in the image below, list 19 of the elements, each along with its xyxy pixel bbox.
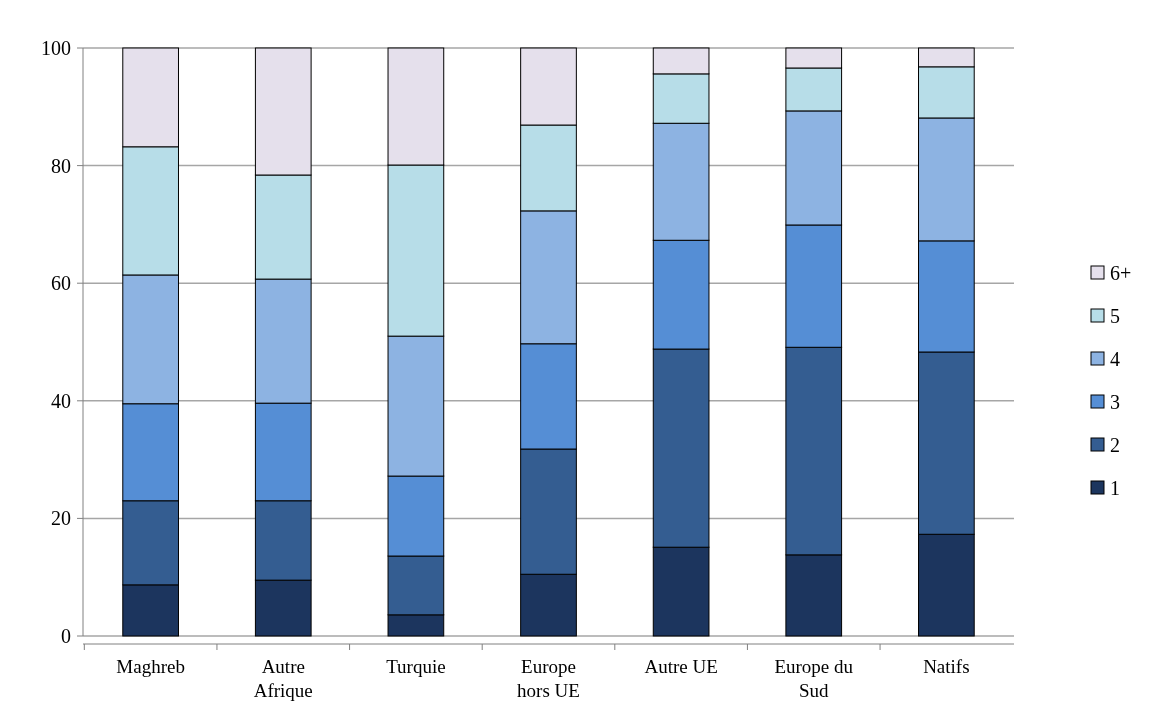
y-tick-label: 20 (51, 507, 71, 530)
x-tick-label: Turquie (386, 656, 446, 677)
legend-label: 4 (1110, 348, 1120, 370)
legend-label: 6+ (1110, 262, 1132, 284)
x-tick-label: Autre UE (644, 656, 718, 677)
x-tick-label: Europe hors UE (517, 656, 580, 701)
x-tick-label: Europe du Sud (774, 656, 854, 701)
x-tick-label: Natifs (923, 656, 970, 677)
legend-label: 2 (1110, 434, 1120, 456)
y-tick-label: 40 (51, 389, 71, 412)
legend-label: 3 (1110, 391, 1120, 413)
legend-label: 1 (1110, 477, 1120, 499)
x-tick-label: Maghreb (116, 656, 185, 677)
legend-label: 5 (1110, 305, 1120, 327)
y-tick-label: 100 (41, 37, 71, 59)
x-tick-label: Autre Afrique (253, 656, 313, 701)
y-tick-label: 60 (51, 272, 71, 295)
y-tick-label: 80 (51, 154, 71, 177)
y-tick-label: 0 (61, 625, 71, 647)
